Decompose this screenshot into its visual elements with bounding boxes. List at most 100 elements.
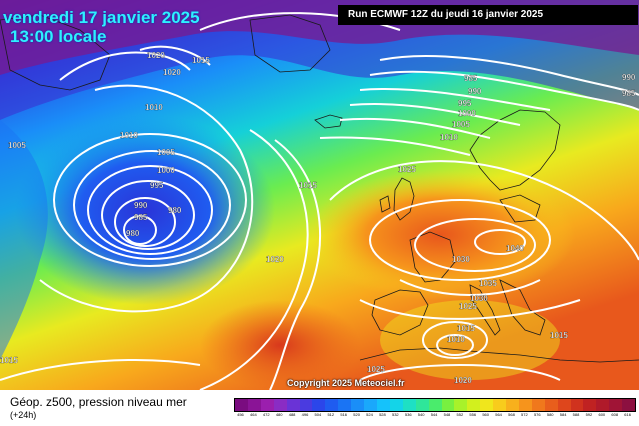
color-scale-swatch: [493, 399, 507, 411]
isobar-low-1000: [73, 150, 231, 260]
isobar-north-985: [379, 54, 639, 96]
isobar-1020-central: [269, 139, 321, 390]
isobar-high-1040: [474, 229, 526, 255]
color-scale-swatch: [247, 399, 261, 411]
color-scale-tick-label: 548: [443, 412, 451, 417]
color-scale-tick-label: 592: [585, 412, 593, 417]
isobar-1025-arc: [329, 160, 639, 261]
color-scale-swatch: [518, 399, 532, 411]
isobar-label: 995: [458, 99, 472, 108]
color-scale-tick-label: 580: [546, 412, 554, 417]
coast-iceland: [314, 114, 343, 129]
color-scale-swatch: [506, 399, 519, 411]
isobar-label: 985: [134, 213, 148, 222]
isobar-label: 1035: [479, 279, 497, 288]
color-scale-swatch: [454, 399, 468, 411]
isobar-label: 980: [168, 206, 182, 215]
color-scale: [234, 398, 636, 412]
color-scale-tick-label: 556: [469, 412, 477, 417]
isobar-label: 1020: [454, 376, 472, 385]
isobar-label: 1005: [157, 148, 175, 157]
legend-subtitle: (+24h): [10, 410, 37, 420]
isobar-label: 1020: [147, 51, 165, 60]
forecast-date: vendredi 17 janvier 2025: [3, 8, 200, 27]
color-scale-tick-label: 456: [237, 412, 244, 417]
isobar-high-1030: [369, 199, 551, 281]
color-scale-swatch: [531, 399, 545, 411]
coast-iberia: [371, 289, 429, 336]
color-scale-swatch: [286, 399, 300, 411]
isobar-med-low-1015: [422, 321, 488, 359]
color-scale-swatch: [235, 399, 248, 411]
isobar-label: 1000: [458, 109, 476, 118]
color-scale-tick-label: 524: [366, 412, 373, 417]
color-scale-tick-label: 528: [379, 412, 386, 417]
copyright-text: Copyright 2025 Meteociel.fr: [287, 378, 405, 388]
color-scale-swatch: [273, 399, 287, 411]
isobar-label: 1020: [163, 68, 181, 77]
color-scale-tick-label: 552: [456, 412, 464, 417]
isobar-label: 990: [468, 87, 482, 96]
isobar-med-low-1010: [436, 334, 474, 356]
isobar-label: 1030: [470, 294, 488, 303]
isobar-north-1005: [339, 117, 491, 139]
isobar-label: 1020: [266, 255, 284, 264]
legend-title: Géop. z500, pression niveau mer: [10, 395, 187, 409]
color-scale-swatch: [389, 399, 403, 411]
coast-italy: [469, 284, 501, 336]
isobar-low-1005: [53, 133, 247, 267]
color-scale-swatch: [376, 399, 390, 411]
color-scale-swatch: [364, 399, 377, 411]
coast-canada: [0, 14, 111, 91]
isobar-low-985: [114, 197, 176, 247]
coast-greenland: [249, 14, 331, 73]
isobar-1020-north: [139, 45, 211, 66]
color-scale-tick-label: 536: [404, 412, 412, 417]
color-scale-swatch: [596, 399, 610, 411]
color-scale-swatch: [338, 399, 352, 411]
color-scale-tick-label: 532: [391, 412, 399, 417]
color-scale-swatch: [402, 399, 416, 411]
isobars: [0, 12, 639, 390]
isobar-label: 1000: [157, 166, 175, 175]
color-scale-tick-label: 516: [340, 412, 348, 417]
color-scale-tick-label: 572: [521, 412, 528, 417]
western-edge: [0, 120, 48, 360]
color-scale-tick-label: 568: [508, 412, 515, 417]
color-scale-tick-label: 520: [353, 412, 360, 417]
color-scale-swatch: [415, 399, 429, 411]
color-scale-swatch: [544, 399, 558, 411]
europe-high-fill: [305, 170, 575, 300]
isobar-label: 1010: [120, 131, 138, 140]
isobar-1020-south: [359, 364, 561, 381]
isobar-label: 1015: [457, 324, 475, 333]
color-scale-swatch: [467, 399, 481, 411]
isobar-label: 1015: [550, 331, 568, 340]
color-scale-labels: 456 464 472 480 488 496 504 512 516 520 524 528 532 5…: [234, 412, 634, 422]
isobar-label: 1040: [506, 244, 524, 253]
isobar-1025-south: [359, 299, 581, 320]
isobar-north-1000: [349, 103, 521, 126]
isobar-label: 1015: [192, 56, 210, 65]
isobar-label: 1015: [299, 181, 317, 190]
south-red-fill: [200, 300, 360, 390]
color-scale-tick-label: 608: [611, 412, 619, 417]
color-scale-tick-label: 600: [598, 412, 606, 417]
color-scale-tick-label: 588: [572, 412, 580, 417]
isobar-label: 1025: [367, 365, 385, 374]
isobar-label: 1015: [0, 356, 18, 365]
isobar-1030-south: [399, 279, 541, 296]
isobar-north-990: [369, 70, 639, 111]
isobar-label: 985: [622, 89, 636, 98]
color-scale-swatch: [325, 399, 339, 411]
color-scale-tick-label: 560: [482, 412, 490, 417]
isobar-label: 1025: [398, 165, 416, 174]
coast-balkans: [499, 279, 546, 336]
isobar-label: 1030: [452, 255, 470, 264]
color-scale-tick-label: 564: [495, 412, 502, 417]
color-scale-swatch: [557, 399, 571, 411]
atlantic-low-fill: [15, 115, 275, 305]
isobar-label: 985: [464, 74, 478, 83]
isobar-north-995: [359, 88, 551, 111]
isobar-label: 1005: [452, 120, 470, 129]
